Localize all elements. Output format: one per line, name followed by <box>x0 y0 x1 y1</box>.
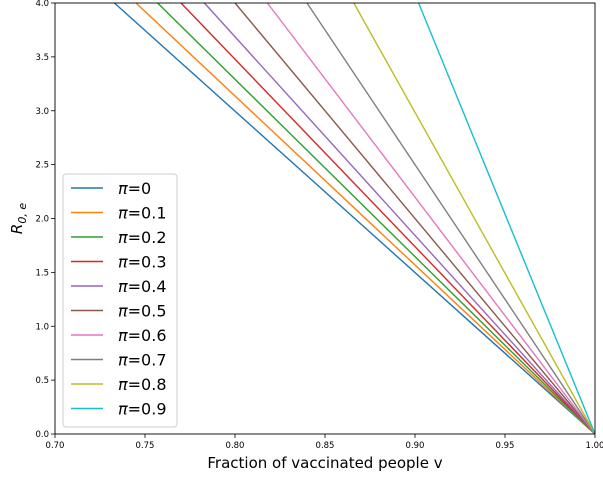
y-tick-label: 3.5 <box>35 53 49 63</box>
series-line-3 <box>180 2 596 435</box>
legend-entry: π=0.3 <box>71 253 167 272</box>
legend-value: =0.9 <box>128 400 167 419</box>
legend-entries: π=0π=0.1π=0.2π=0.3π=0.4π=0.5π=0.6π=0.7π=… <box>71 179 167 419</box>
legend-pi-symbol: π <box>118 253 128 272</box>
legend-entry: π=0.6 <box>71 326 167 345</box>
legend-entry: π=0.4 <box>71 277 167 296</box>
x-tick-label: 0.85 <box>316 441 335 451</box>
y-tick-label: 0.5 <box>35 376 49 386</box>
y-axis-label-subscript: 0, e <box>16 203 29 224</box>
legend-entry: π=0.7 <box>71 351 167 370</box>
legend-value: =0.5 <box>128 302 167 321</box>
legend-value: =0.4 <box>128 277 167 296</box>
x-tick-label: 0.80 <box>226 441 245 451</box>
legend-value: =0.6 <box>128 326 167 345</box>
x-tick-label: 0.75 <box>136 441 155 451</box>
legend-pi-symbol: π <box>118 204 128 223</box>
legend-pi-symbol: π <box>118 228 128 247</box>
legend-label: π=0.1 <box>118 204 167 223</box>
x-tick-label: 0.90 <box>406 441 425 451</box>
y-tick-label: 2.0 <box>35 215 49 225</box>
legend-pi-symbol: π <box>118 302 128 321</box>
y-tick-label: 1.5 <box>35 268 49 278</box>
y-axis-label: R0, e <box>8 203 29 234</box>
legend-label: π=0 <box>118 179 151 198</box>
series-line-2 <box>157 2 596 435</box>
legend-label: π=0.8 <box>118 375 167 394</box>
y-axis-label-main: R <box>8 224 26 234</box>
legend-label: π=0.6 <box>118 326 167 345</box>
legend-entry: π=0.9 <box>71 400 167 419</box>
legend-value: =0.2 <box>128 228 167 247</box>
x-axis-ticks: 0.70 0.75 0.80 0.85 0.90 0.95 1.00 <box>46 434 603 451</box>
legend-value: =0.3 <box>128 253 167 272</box>
legend-value: =0.8 <box>128 375 167 394</box>
legend-pi-symbol: π <box>118 400 128 419</box>
legend-value: =0.1 <box>128 204 167 223</box>
series-line-0 <box>113 2 596 435</box>
legend-entry: π=0.5 <box>71 302 167 321</box>
legend-pi-symbol: π <box>118 277 128 296</box>
y-tick-label: 0.0 <box>35 430 49 440</box>
y-tick-label: 1.0 <box>35 322 49 332</box>
y-tick-label: 2.5 <box>35 161 49 171</box>
x-axis-label: Fraction of vaccinated people v <box>207 454 442 472</box>
y-tick-label: 3.0 <box>35 107 49 117</box>
legend-label: π=0.7 <box>118 351 167 370</box>
legend-pi-symbol: π <box>118 375 128 394</box>
series-line-6 <box>266 2 596 435</box>
series-line-7 <box>306 2 596 435</box>
series-line-5 <box>234 2 596 435</box>
series-lines <box>113 2 596 435</box>
x-tick-label: 1.00 <box>586 441 603 451</box>
legend-label: π=0.5 <box>118 302 167 321</box>
legend-value: =0.7 <box>128 351 167 370</box>
legend-entry: π=0.8 <box>71 375 167 394</box>
y-tick-label: 4.0 <box>35 0 49 9</box>
x-tick-label: 0.70 <box>46 441 65 451</box>
legend-entry: π=0 <box>71 179 151 198</box>
legend-label: π=0.4 <box>118 277 167 296</box>
legend-pi-symbol: π <box>118 179 128 198</box>
legend-label: π=0.9 <box>118 400 167 419</box>
x-tick-label: 0.95 <box>496 441 515 451</box>
y-axis-ticks: 0.0 0.5 1.0 1.5 2.0 2.5 3.0 3.5 4.0 <box>35 0 55 440</box>
series-line-9 <box>417 2 596 435</box>
legend-label: π=0.2 <box>118 228 167 247</box>
legend-pi-symbol: π <box>118 351 128 370</box>
series-line-8 <box>353 2 596 435</box>
series-line-1 <box>135 2 596 435</box>
series-line-4 <box>203 2 596 435</box>
legend-pi-symbol: π <box>118 326 128 345</box>
legend-label: π=0.3 <box>118 253 167 272</box>
legend-entry: π=0.1 <box>71 204 167 223</box>
legend: π=0π=0.1π=0.2π=0.3π=0.4π=0.5π=0.6π=0.7π=… <box>62 173 178 428</box>
legend-value: =0 <box>128 179 152 198</box>
legend-entry: π=0.2 <box>71 228 167 247</box>
